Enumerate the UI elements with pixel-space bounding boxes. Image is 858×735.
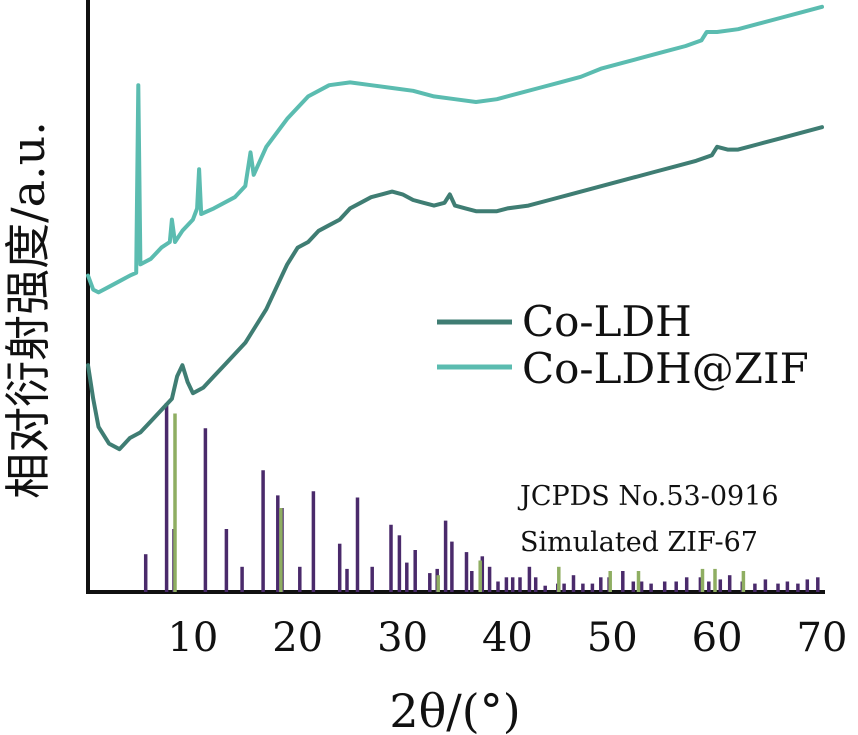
series-lines <box>86 4 824 452</box>
reference-label-simulated: Simulated ZIF-67 <box>520 527 758 558</box>
legend-label-co-ldh-zif: Co-LDH@ZIF <box>522 344 809 393</box>
series-line-co-ldh-zif <box>86 4 824 295</box>
x-tick-label: 20 <box>272 615 323 661</box>
x-axis-title: 2θ/(°) <box>389 684 520 735</box>
legend: Co-LDH Co-LDH@ZIF <box>437 297 809 393</box>
reference-label-jcpds: JCPDS No.53-0916 <box>517 481 779 512</box>
y-axis-title: 相对衍射强度/a.u. <box>1 121 55 499</box>
x-tick-label: 40 <box>482 615 533 661</box>
x-tick-label: 10 <box>167 615 218 661</box>
x-tick-label: 70 <box>797 615 848 661</box>
plot-area <box>86 0 825 594</box>
legend-label-co-ldh: Co-LDH <box>522 297 692 346</box>
x-tick-label: 50 <box>587 615 638 661</box>
x-tick-label: 60 <box>692 615 743 661</box>
x-tick-label: 30 <box>377 615 428 661</box>
reference-sticks <box>143 403 820 592</box>
x-ticks: 10 20 30 40 50 60 70 <box>167 615 847 661</box>
series-line-co-ldh <box>86 125 824 452</box>
